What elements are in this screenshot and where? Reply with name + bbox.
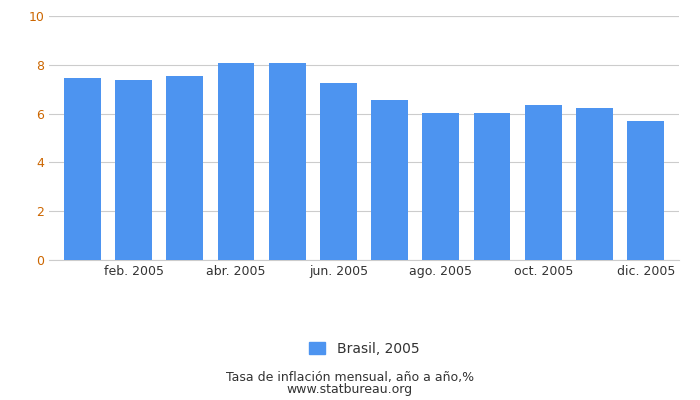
Legend: Brasil, 2005: Brasil, 2005 xyxy=(309,342,419,356)
Bar xyxy=(576,108,613,260)
Bar xyxy=(320,83,357,260)
Bar xyxy=(269,63,306,260)
Text: Tasa de inflación mensual, año a año,%: Tasa de inflación mensual, año a año,% xyxy=(226,372,474,384)
Bar xyxy=(525,104,561,260)
Bar xyxy=(627,121,664,260)
Bar xyxy=(115,80,152,260)
Bar xyxy=(64,78,101,260)
Bar xyxy=(422,113,459,260)
Bar xyxy=(167,76,203,260)
Bar xyxy=(371,100,408,260)
Text: www.statbureau.org: www.statbureau.org xyxy=(287,384,413,396)
Bar xyxy=(474,113,510,260)
Bar xyxy=(218,63,254,260)
